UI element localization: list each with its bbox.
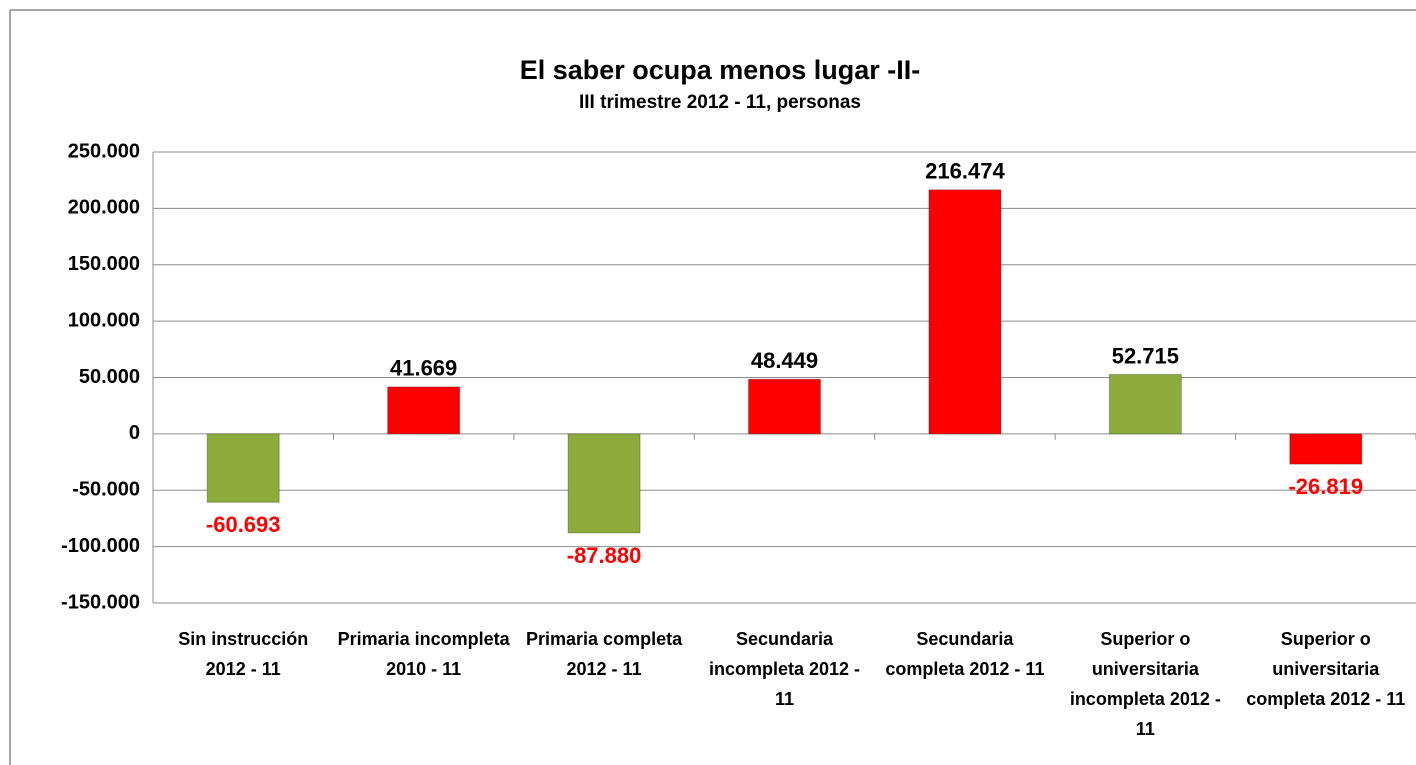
data-label: -87.880 [567, 543, 642, 568]
chart-subtitle: III trimestre 2012 - 11, personas [579, 92, 861, 113]
data-label: 52.715 [1112, 343, 1179, 368]
bar [567, 433, 641, 534]
y-tick-label: 0 [129, 422, 140, 444]
bar [748, 378, 821, 435]
x-tick-label: Primaria incompleta 2010 - 11 [337, 629, 510, 679]
x-tick-label: Sin instrucción 2012 - 11 [178, 629, 309, 679]
bar [1108, 373, 1182, 435]
x-tick-label: Secundaria completa 2012 - 11 [885, 629, 1045, 679]
bar [387, 386, 461, 435]
y-tick-label: 150.000 [68, 253, 140, 275]
x-tick-label: Superior o universitaria incompleta 2012… [1069, 629, 1221, 739]
x-tick-label: Primaria completa 2012 - 11 [526, 629, 683, 679]
data-label: 41.669 [390, 356, 457, 381]
data-label: 216.474 [925, 159, 1005, 184]
data-label: -26.819 [1288, 474, 1363, 499]
data-label: -60.693 [206, 512, 281, 537]
bar [928, 189, 1002, 435]
data-label: 48.449 [751, 348, 818, 373]
x-tick-label: Superior o universitaria completa 2012 -… [1246, 629, 1406, 709]
bar [206, 433, 280, 503]
y-tick-label: 250.000 [68, 140, 140, 162]
x-tick-label: Secundaria incompleta 2012 - 11 [708, 629, 861, 709]
bar [1289, 433, 1363, 465]
chart-title: El saber ocupa menos lugar -II- [520, 55, 921, 85]
y-tick-label: 200.000 [68, 197, 140, 219]
y-tick-label: -150.000 [61, 591, 140, 613]
y-tick-label: 50.000 [79, 366, 140, 388]
y-tick-label: -100.000 [61, 535, 140, 557]
y-tick-label: 100.000 [68, 309, 140, 331]
y-tick-label: -50.000 [72, 479, 140, 501]
